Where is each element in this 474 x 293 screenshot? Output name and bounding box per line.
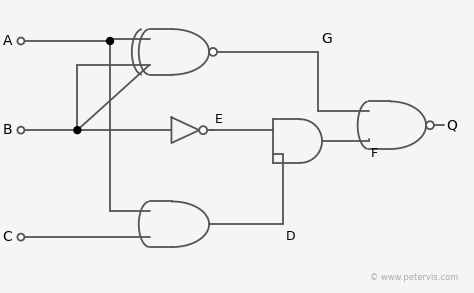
Circle shape — [107, 38, 113, 45]
Circle shape — [74, 127, 81, 134]
Text: © www.petervis.com: © www.petervis.com — [371, 273, 459, 282]
Text: B: B — [2, 123, 12, 137]
Text: G: G — [321, 32, 332, 46]
Text: D: D — [285, 230, 295, 243]
Circle shape — [199, 126, 207, 134]
Text: E: E — [215, 113, 223, 126]
Circle shape — [18, 234, 24, 241]
Text: F: F — [371, 147, 378, 160]
Circle shape — [426, 121, 434, 129]
Text: Q: Q — [446, 118, 457, 132]
Circle shape — [18, 127, 24, 134]
Circle shape — [18, 38, 24, 45]
Text: C: C — [2, 230, 12, 244]
Circle shape — [209, 48, 217, 56]
Text: A: A — [2, 34, 12, 48]
